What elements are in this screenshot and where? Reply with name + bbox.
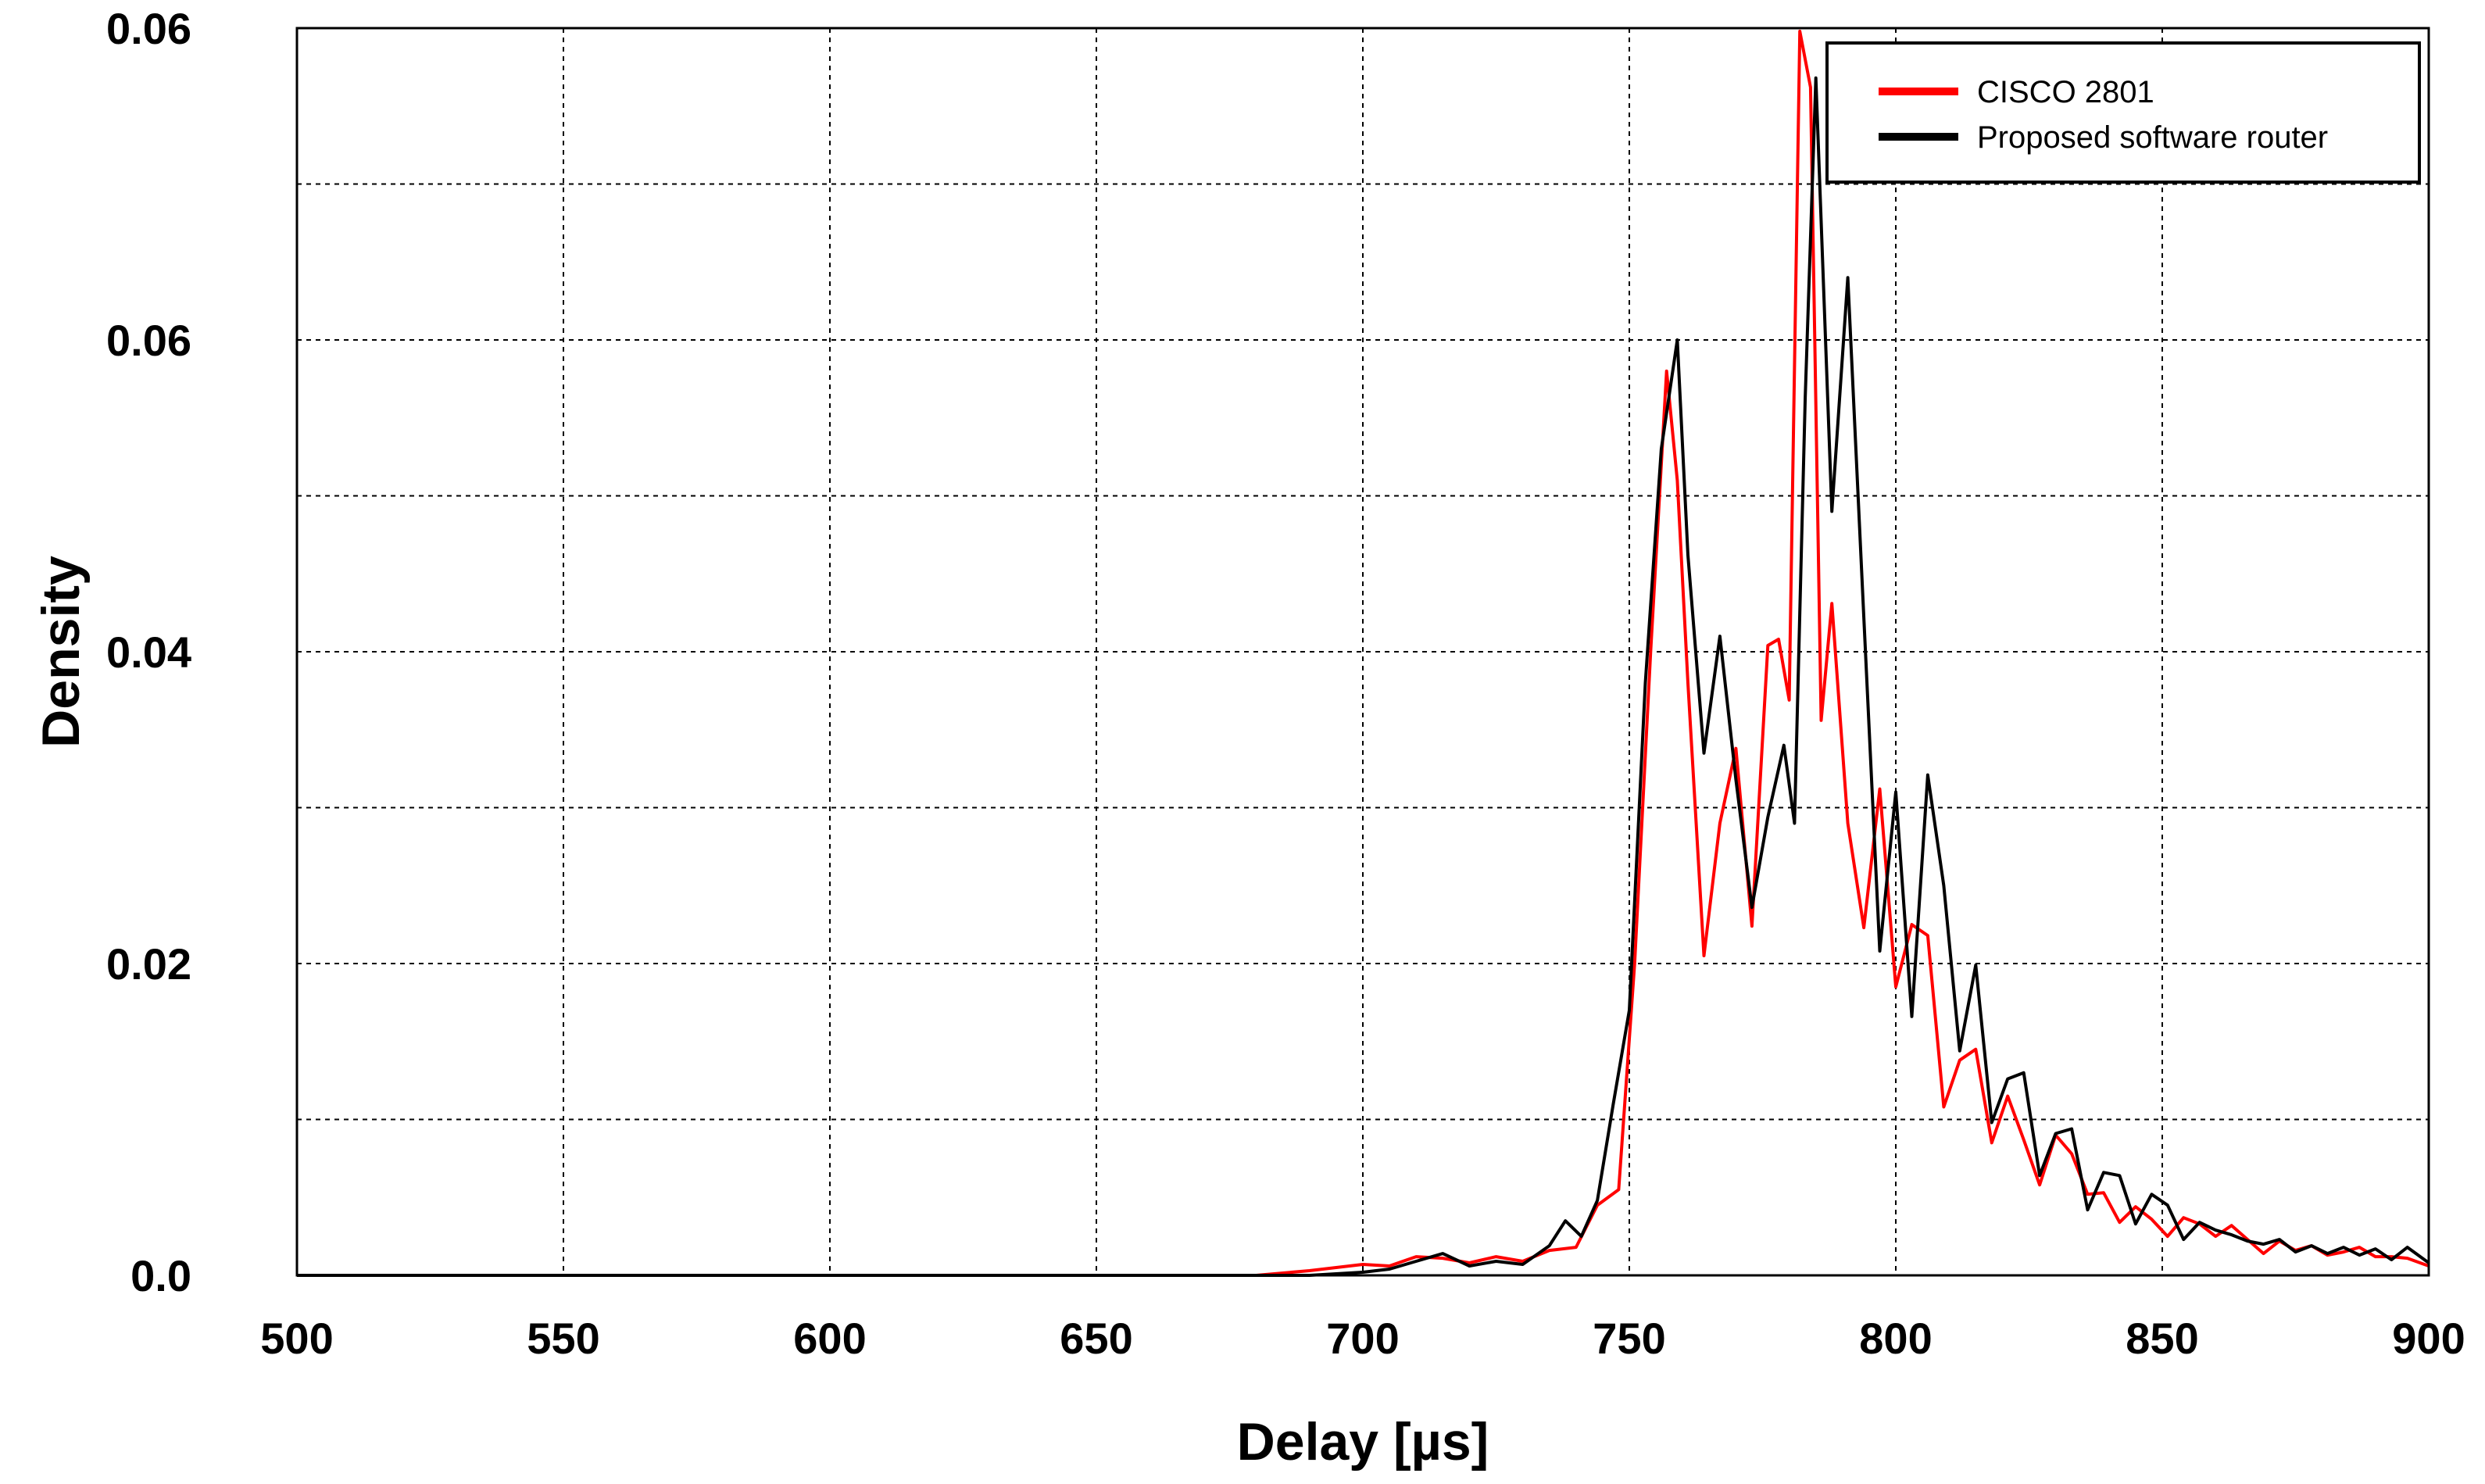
y-tick-label: 0.02: [106, 939, 191, 989]
x-tick-label: 700: [1326, 1314, 1399, 1363]
x-tick-label: 500: [260, 1314, 333, 1363]
legend-items: CISCO 2801 Proposed software router: [1879, 75, 2328, 155]
x-tick-label: 750: [1593, 1314, 1665, 1363]
series-line-0: [297, 30, 2430, 1277]
x-tick-labels: 500 550 600 650 700 750 800 850 900: [260, 1314, 2465, 1363]
grid: [297, 28, 2429, 1275]
legend-label-0: CISCO 2801: [1977, 75, 2154, 109]
series-layer: [297, 30, 2430, 1277]
y-tick-label: 0.06: [106, 4, 191, 53]
plot-frame: [295, 27, 2430, 1277]
y-tick-label: 0.04: [106, 628, 191, 677]
y-tick-label: 0.06: [106, 316, 191, 365]
x-axis-title: Delay [µs]: [1237, 1412, 1489, 1471]
x-tick-label: 800: [1859, 1314, 1932, 1363]
y-tick-label: 0.0: [131, 1251, 191, 1300]
legend-box: [1825, 41, 2421, 184]
series-line-1: [297, 76, 2430, 1277]
x-tick-label: 850: [2126, 1314, 2198, 1363]
x-tick-label: 600: [793, 1314, 866, 1363]
x-tick-label: 650: [1060, 1314, 1132, 1363]
legend: CISCO 2801 Proposed software router: [1825, 41, 2421, 184]
y-axis-title: Density: [31, 556, 91, 748]
y-tick-labels: 0.0 0.02 0.04 0.06 0.06: [106, 4, 191, 1300]
x-tick-label: 900: [2392, 1314, 2465, 1363]
x-tick-label: 550: [527, 1314, 599, 1363]
legend-label-1: Proposed software router: [1977, 120, 2328, 155]
